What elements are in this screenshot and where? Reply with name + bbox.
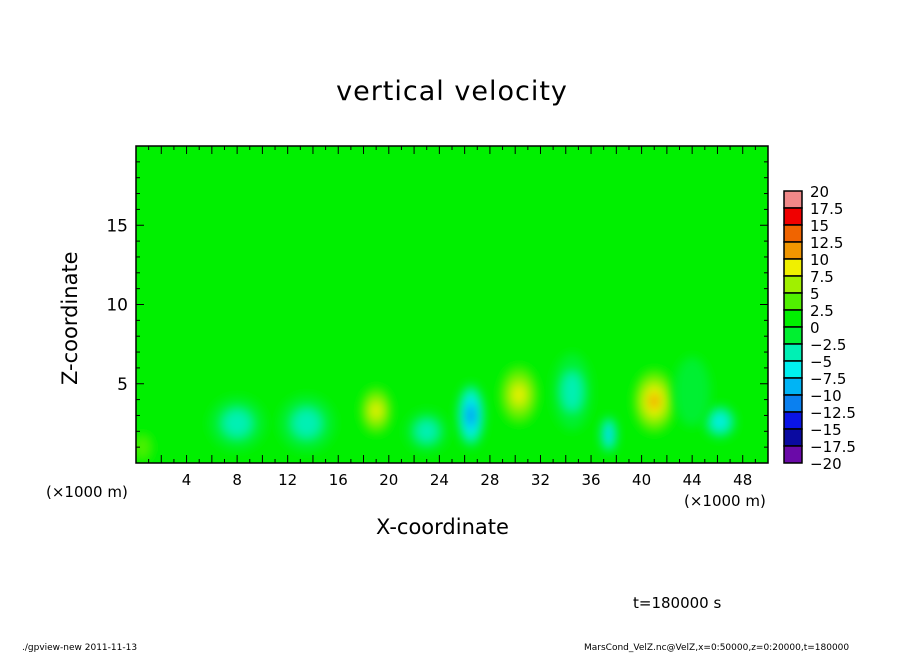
- field-group: [136, 146, 768, 463]
- field-anomaly: [209, 397, 265, 450]
- y-tick-label: 15: [106, 216, 128, 236]
- x-tick-label: 16: [329, 471, 348, 489]
- chart-title: vertical velocity: [336, 76, 568, 107]
- field-anomaly: [674, 356, 711, 427]
- colorbar-label: 10: [810, 251, 829, 269]
- colorbar-swatch: [783, 394, 803, 413]
- colorbar-label: 12.5: [810, 234, 843, 252]
- x-tick-label: 40: [632, 471, 651, 489]
- x-tick-label: 20: [379, 471, 398, 489]
- colorbar-swatch: [783, 258, 803, 277]
- field-anomaly: [703, 404, 737, 440]
- colorbar-label: −7.5: [810, 370, 846, 388]
- anomaly-level: [674, 356, 711, 427]
- y-tick-label: 5: [117, 375, 128, 395]
- x-tick-label: 44: [683, 471, 702, 489]
- anomaly-level: [649, 393, 659, 409]
- x-tick-label: 48: [733, 471, 752, 489]
- colorbar-label: 2.5: [810, 302, 834, 320]
- y-tick-label: 10: [106, 296, 128, 316]
- footer-right: MarsCond_VelZ.nc@VelZ,x=0:50000,z=0:2000…: [584, 643, 850, 653]
- footer-left: ./gpview-new 2011-11-13: [22, 643, 138, 653]
- anomaly-level: [562, 372, 582, 411]
- x-units-right: (×1000 m): [684, 492, 766, 510]
- colorbar-swatch: [783, 292, 803, 311]
- colorbar-swatch: [783, 445, 803, 464]
- anomaly-level: [513, 386, 525, 404]
- x-units-left: (×1000 m): [46, 483, 128, 501]
- anomaly-level: [606, 429, 611, 440]
- field-anomaly: [358, 382, 395, 439]
- time-label: t=180000 s: [633, 594, 722, 612]
- field-anomaly: [136, 426, 157, 463]
- y-axis-label: Z-coordinate: [58, 251, 82, 385]
- x-tick-label: 32: [531, 471, 550, 489]
- colorbar-swatch: [783, 411, 803, 430]
- colorbar-label: −12.5: [810, 404, 856, 422]
- field-anomaly: [405, 410, 448, 453]
- colorbar-label: 0: [810, 319, 820, 337]
- colorbar-label: 15: [810, 217, 829, 235]
- x-tick-label: 28: [480, 471, 499, 489]
- colorbar-swatch: [783, 275, 803, 294]
- field-anomaly: [600, 415, 618, 454]
- x-tick-label: 12: [278, 471, 297, 489]
- field-anomaly: [496, 359, 542, 430]
- anomaly-level: [371, 403, 381, 418]
- x-axis-label: X-coordinate: [376, 515, 509, 539]
- field-anomaly: [737, 254, 761, 307]
- x-tick-label: 36: [581, 471, 600, 489]
- colorbar-swatch: [783, 207, 803, 226]
- colorbar-swatch: [783, 343, 803, 362]
- colorbar-label: 17.5: [810, 200, 843, 218]
- field-anomaly: [630, 364, 678, 438]
- x-tick-label: 4: [182, 471, 192, 489]
- colorbar-label: −2.5: [810, 336, 846, 354]
- anomaly-level: [292, 409, 321, 438]
- anomaly-level: [416, 420, 438, 442]
- x-tick-label: 8: [232, 471, 242, 489]
- anomaly-level: [714, 415, 726, 428]
- colorbar-swatch: [783, 241, 803, 260]
- colorbar-label: 20: [810, 183, 829, 201]
- colorbar-label: −20: [810, 455, 842, 473]
- colorbar-swatch: [783, 190, 803, 209]
- colorbar-label: 5: [810, 285, 820, 303]
- colorbar-swatch: [783, 377, 803, 396]
- field-anomaly: [552, 353, 592, 431]
- colorbar-label: −15: [810, 421, 842, 439]
- anomaly-level: [223, 410, 252, 437]
- colorbar-swatch: [783, 326, 803, 345]
- colorbar-label: −10: [810, 387, 842, 405]
- colorbar-label: −17.5: [810, 438, 856, 456]
- colorbar-label: −5: [810, 353, 832, 371]
- field-anomaly: [457, 382, 485, 449]
- anomaly-level: [136, 436, 150, 458]
- colorbar-swatch: [783, 309, 803, 328]
- x-tick-label: 24: [430, 471, 449, 489]
- field-anomaly: [278, 395, 335, 452]
- anomaly-level: [737, 254, 761, 307]
- anomaly-level: [468, 408, 474, 423]
- colorbar-label: 7.5: [810, 268, 834, 286]
- colorbar-swatch: [783, 360, 803, 379]
- colorbar-swatch: [783, 428, 803, 447]
- colorbar-swatch: [783, 224, 803, 243]
